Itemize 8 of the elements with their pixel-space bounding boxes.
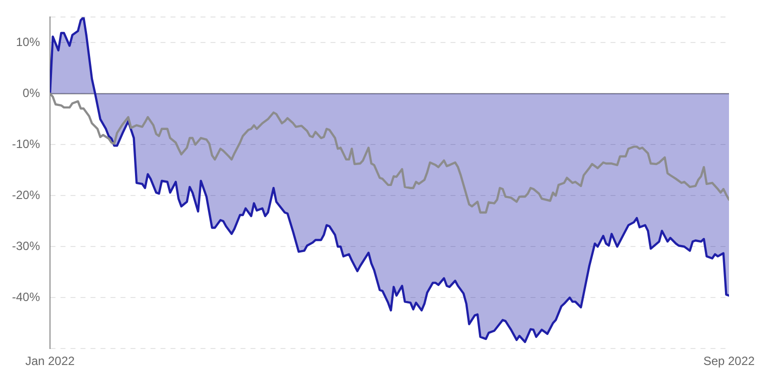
- y-tick-label: -20%: [12, 188, 40, 202]
- y-tick-label: -10%: [12, 136, 40, 151]
- x-tick-label: Jan 2022: [25, 354, 76, 368]
- y-tick-label: -30%: [12, 238, 40, 253]
- y-tick-label: -40%: [12, 290, 40, 304]
- y-tick-label: 0%: [22, 86, 40, 100]
- x-tick-label: Sep 2022: [703, 354, 756, 368]
- y-tick-label: 10%: [16, 35, 40, 50]
